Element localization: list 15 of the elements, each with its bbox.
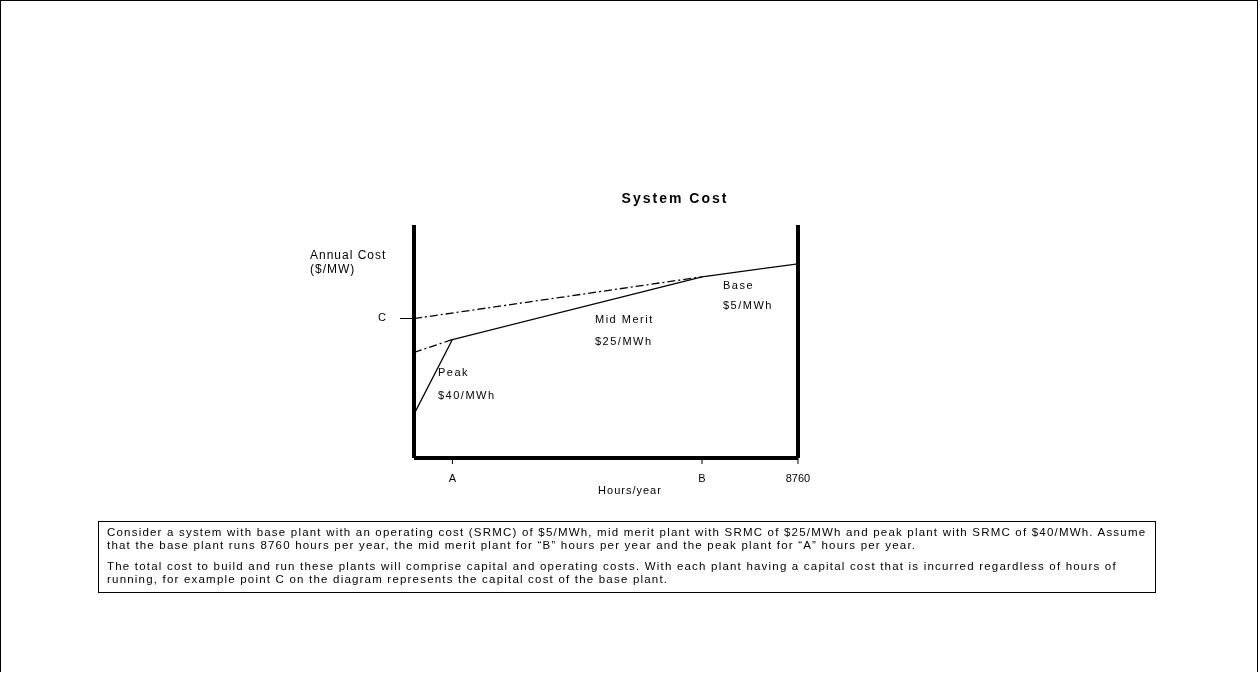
text: The total cost to build and run these plants will comprise capital and operating costs. With each plant having a capital cost that is incurred regardless of hours of running, for example point C on the diagram represents the capital cost of the base plant. — [107, 560, 1118, 586]
annotation: $5/MWh — [723, 299, 773, 311]
annotation: Base — [723, 279, 755, 291]
annotation: Mid Merit — [595, 313, 654, 325]
x-tick-label: A — [448, 471, 457, 484]
chart-title: System Cost — [620, 190, 730, 206]
x-tick-label: B — [698, 471, 706, 484]
annotation: $25/MWh — [595, 335, 653, 347]
x-tick-label: 8760 — [785, 471, 811, 484]
y-axis-title: Annual Cost ($/MW) — [310, 248, 388, 276]
x-axis-title: Hours/year — [597, 484, 663, 496]
annotation: Peak — [438, 366, 470, 378]
text: C — [378, 311, 388, 323]
text: Consider a system with base plant with an operating cost (SRMC) of $5/MWh, mid merit plant with SRMC of $25/MWh and peak plant with SRMC of $40/MWh. Assume that the base plant runs 8760 hours per year, the mid merit plant for “B” hours per year and the peak plant for “A” hours per year. — [107, 526, 1147, 552]
annotation: $40/MWh — [438, 389, 496, 401]
